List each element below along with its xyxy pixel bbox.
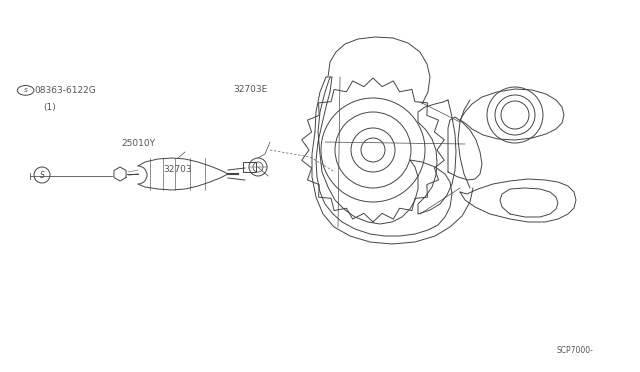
- Text: (1): (1): [44, 103, 56, 112]
- Text: 25010Y: 25010Y: [122, 139, 156, 148]
- Text: S: S: [24, 88, 28, 93]
- Text: 08363-6122G: 08363-6122G: [34, 86, 95, 95]
- Text: 32703: 32703: [163, 165, 192, 174]
- Text: S: S: [40, 170, 44, 180]
- Text: SCP7000-: SCP7000-: [557, 346, 594, 355]
- Text: 32703E: 32703E: [234, 85, 268, 94]
